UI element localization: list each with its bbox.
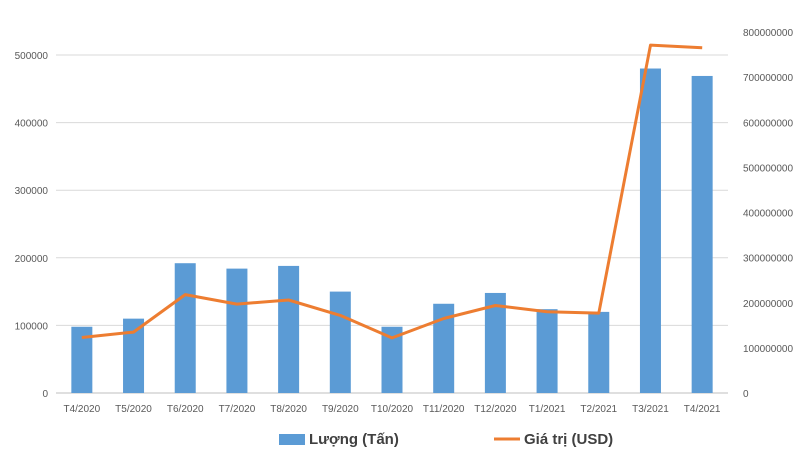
bar <box>639 68 661 394</box>
left-tick-label: 200000 <box>15 254 49 265</box>
legend: Lượng (Tấn) Giá trị (USD) <box>279 431 613 448</box>
right-tick-label: 100000000 <box>743 344 793 355</box>
bar <box>536 309 558 393</box>
left-tick-label: 400000 <box>15 119 49 130</box>
right-tick-label: 300000000 <box>743 254 793 265</box>
bar <box>226 268 248 393</box>
x-tick-label: T2/2021 <box>580 404 617 415</box>
x-tick-label: T3/2021 <box>632 404 669 415</box>
bar <box>433 303 455 393</box>
x-tick-label: T12/2020 <box>474 404 517 415</box>
bar <box>123 318 145 393</box>
left-tick-label: 300000 <box>15 186 49 197</box>
bar <box>174 263 196 393</box>
bar <box>71 326 93 393</box>
legend-label-line: Giá trị (USD) <box>524 431 613 448</box>
x-axis: T4/2020 T5/2020 T6/2020 T7/2020 T8/2020 T9/20… <box>63 404 720 415</box>
x-tick-label: T4/2020 <box>63 404 100 415</box>
line-series <box>81 43 703 340</box>
left-tick-label: 500000 <box>15 51 49 62</box>
line-path <box>81 43 703 340</box>
bar <box>278 265 300 393</box>
right-tick-label: 500000000 <box>743 163 793 174</box>
right-tick-label: 600000000 <box>743 118 793 129</box>
x-tick-label: T5/2020 <box>115 404 152 415</box>
right-tick-label: 200000000 <box>743 299 793 310</box>
legend-swatch-bar <box>279 434 305 445</box>
bar <box>484 292 506 393</box>
left-axis: 0 100000 200000 300000 400000 500000 <box>15 51 49 400</box>
right-tick-label: 400000000 <box>743 209 793 220</box>
x-tick-label: T10/2020 <box>371 404 414 415</box>
gridlines <box>56 54 728 394</box>
bar <box>588 311 610 393</box>
bar-series <box>71 68 713 394</box>
left-tick-label: 0 <box>42 389 48 400</box>
right-tick-label: 800000000 <box>743 28 793 39</box>
right-axis: 0 100000000 200000000 300000000 400000000 500… <box>743 28 793 400</box>
x-tick-label: T11/2020 <box>423 404 465 415</box>
bar <box>329 291 351 393</box>
x-tick-label: T6/2020 <box>167 404 204 415</box>
x-tick-label: T9/2020 <box>322 404 359 415</box>
legend-label-bar: Lượng (Tấn) <box>309 431 399 448</box>
x-tick-label: T4/2021 <box>684 404 721 415</box>
bar <box>381 326 403 393</box>
right-tick-label: 0 <box>743 389 749 400</box>
right-tick-label: 700000000 <box>743 73 793 84</box>
x-tick-label: T7/2020 <box>219 404 256 415</box>
left-tick-label: 100000 <box>15 321 49 332</box>
x-tick-label: T8/2020 <box>270 404 307 415</box>
x-tick-label: T1/2021 <box>529 404 566 415</box>
bar <box>691 75 713 394</box>
